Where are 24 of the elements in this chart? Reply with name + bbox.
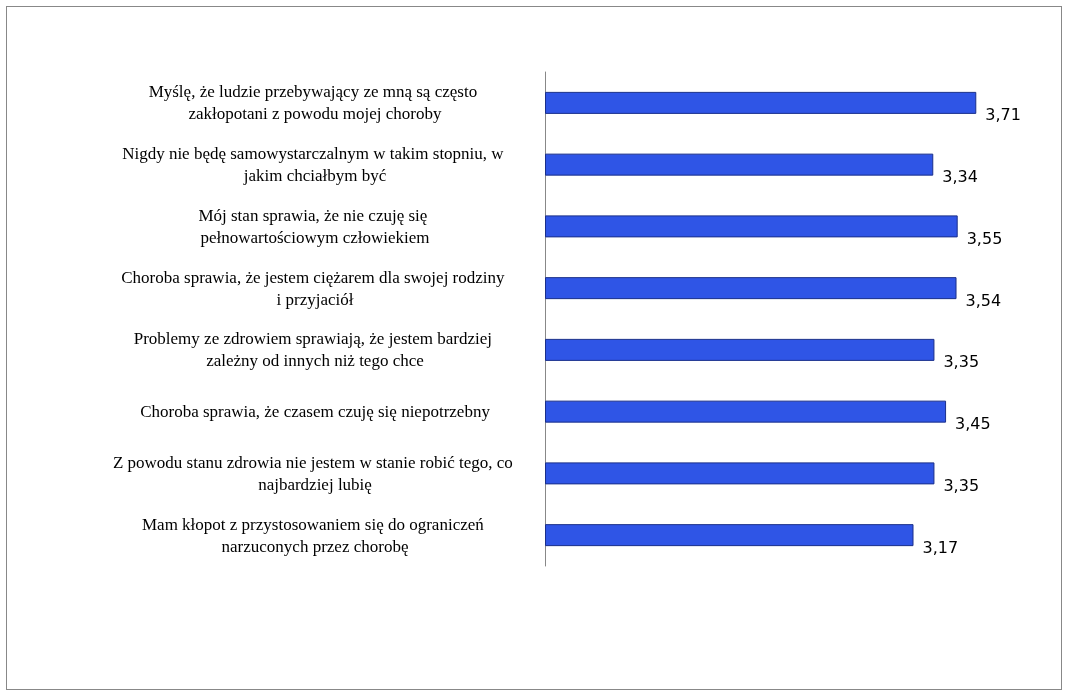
bar	[545, 277, 957, 300]
y-tick-label: Problemy ze zdrowiem sprawiają, że jestem bardziej zależny od innych niż tego chce	[133, 329, 497, 371]
data-label: 3,55	[966, 228, 1003, 248]
bar	[545, 524, 914, 547]
data-label: 3,35	[943, 475, 980, 495]
bar	[545, 338, 935, 361]
y-tick-label: Mój stan sprawia, że nie czuję się pełnowartościowym człowiekiem	[198, 205, 432, 247]
data-label: 3,35	[943, 352, 980, 372]
data-label: 3,34	[942, 167, 978, 187]
data-label: 3,54	[965, 290, 1002, 310]
bar	[545, 91, 977, 114]
bar	[545, 153, 934, 176]
data-label: 3,45	[955, 414, 991, 434]
y-tick-label: Choroba sprawia, że czasem czuję się niepotrzebny	[140, 402, 491, 422]
y-tick-label: Mam kłopot z przystosowaniem się do ograniczeń narzuconych przez chorobę	[141, 514, 489, 556]
bar	[545, 462, 935, 485]
bar	[545, 400, 947, 423]
bar	[545, 215, 958, 238]
y-tick-label: Myślę, że ludzie przebywający ze mną są często zakłopotani z powodu mojej choroby	[148, 82, 482, 124]
y-tick-label: Z powodu stanu zdrowia nie jestem w stanie robić tego, co najbardziej lubię	[112, 452, 518, 494]
data-label: 3,17	[922, 537, 959, 557]
data-label: 3,71	[985, 105, 1021, 125]
y-tick-label: Choroba sprawia, że jestem ciężarem dla swojej rodziny i przyjaciół	[121, 267, 509, 309]
y-tick-label: Nigdy nie będę samowystarczalnym w takim stopniu, w jakim chciałbym być	[122, 144, 508, 186]
